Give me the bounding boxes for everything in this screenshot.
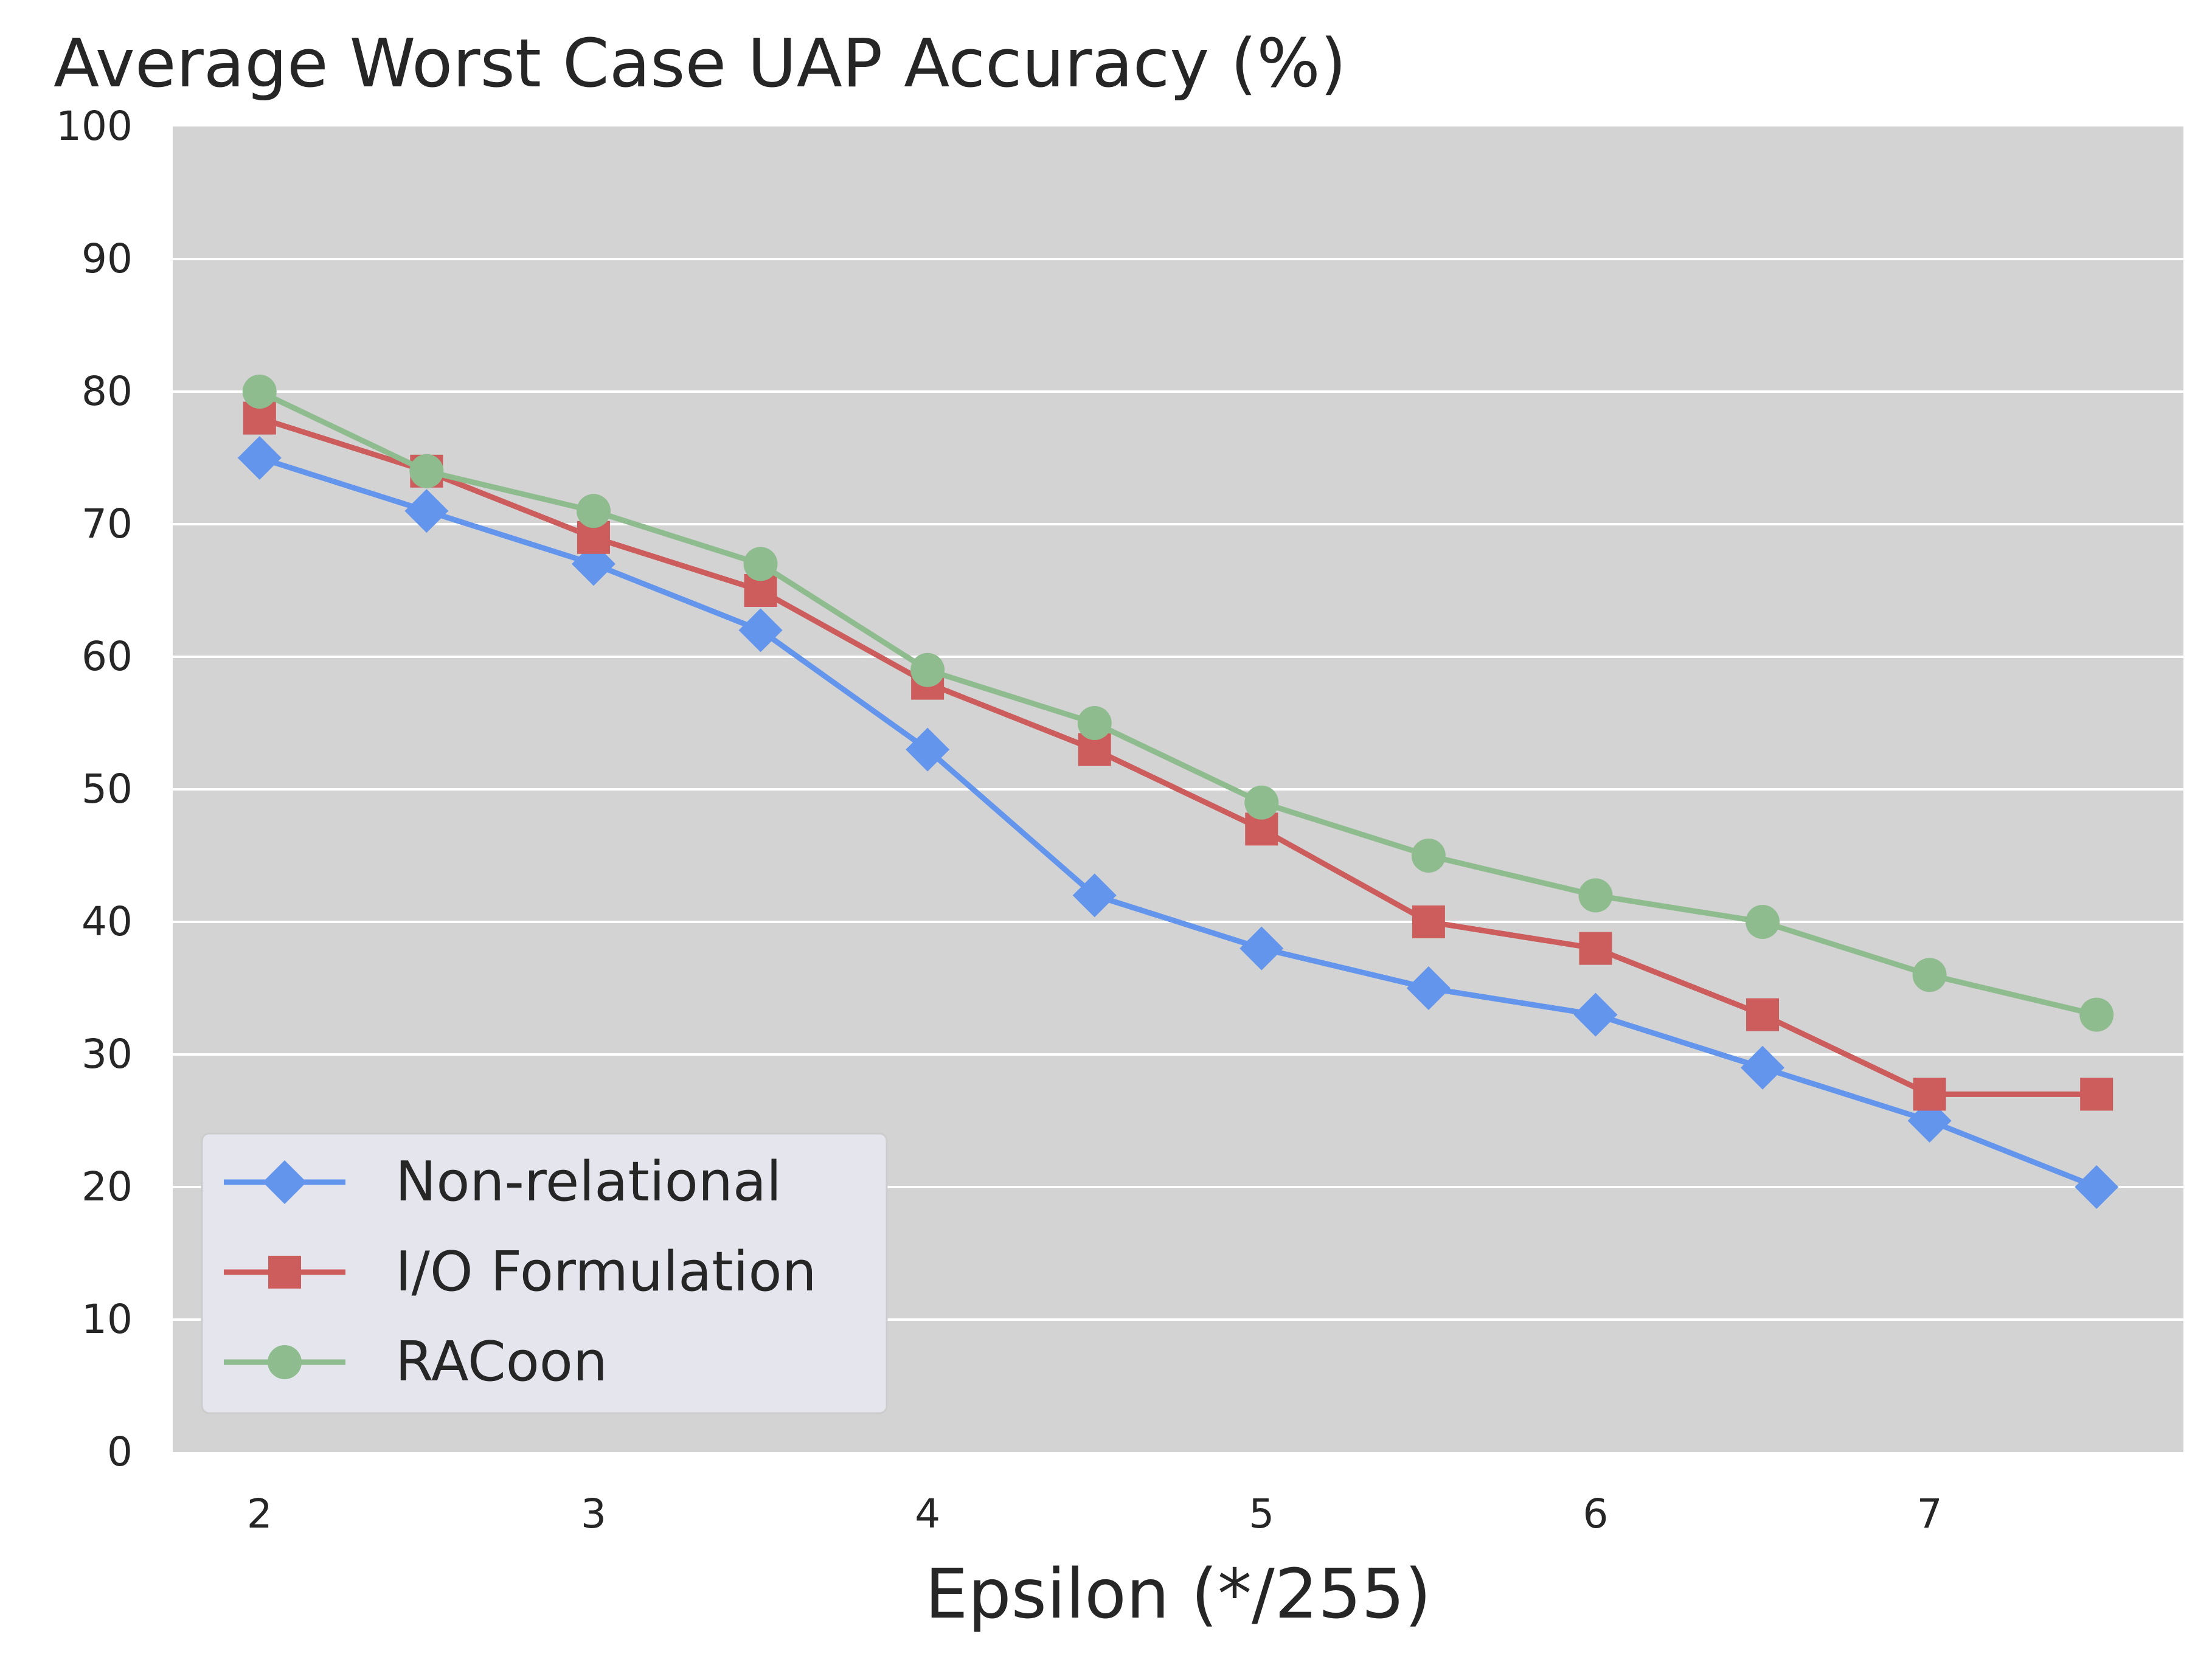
x-axis: 2 3 4 5 6 7 bbox=[247, 1490, 1943, 1537]
y-tick-label: 90 bbox=[81, 235, 133, 282]
legend-marker bbox=[268, 1256, 301, 1289]
data-point bbox=[738, 608, 783, 652]
data-point bbox=[242, 375, 277, 409]
y-tick-label: 50 bbox=[81, 766, 133, 812]
x-tick-label: 7 bbox=[1917, 1490, 1943, 1537]
data-point bbox=[1912, 958, 1947, 992]
data-point bbox=[1411, 839, 1446, 873]
data-point bbox=[906, 727, 950, 772]
data-point bbox=[1746, 905, 1780, 939]
chart-title: Average Worst Case UAP Accuracy (%) bbox=[54, 24, 1347, 102]
data-point bbox=[910, 652, 945, 687]
y-tick-label: 80 bbox=[81, 368, 133, 415]
legend-item: RACoon bbox=[224, 1330, 608, 1394]
data-point bbox=[1412, 905, 1445, 938]
legend-marker bbox=[268, 1345, 302, 1379]
legend-marker bbox=[263, 1160, 307, 1204]
data-point bbox=[1573, 992, 1618, 1037]
series-line bbox=[258, 455, 2098, 1190]
data-point bbox=[237, 436, 282, 480]
data-point bbox=[2075, 1165, 2119, 1209]
data-point bbox=[1913, 1078, 1946, 1111]
data-point bbox=[743, 547, 778, 581]
y-tick-label: 100 bbox=[56, 103, 133, 150]
x-axis-label: Epsilon (*/255) bbox=[925, 1555, 1431, 1634]
data-point bbox=[1072, 873, 1117, 918]
series-2 bbox=[242, 375, 2114, 1032]
x-tick-label: 3 bbox=[581, 1490, 606, 1537]
data-point bbox=[1406, 966, 1451, 1010]
data-point bbox=[1578, 878, 1613, 913]
data-point bbox=[1077, 706, 1112, 740]
data-point bbox=[2079, 997, 2114, 1032]
data-point bbox=[1579, 932, 1612, 965]
series-line bbox=[258, 389, 2098, 1017]
x-tick-label: 5 bbox=[1249, 1490, 1274, 1537]
data-point bbox=[1746, 998, 1780, 1031]
legend-label: Non-relational bbox=[395, 1150, 782, 1214]
y-tick-label: 30 bbox=[81, 1031, 133, 1078]
legend: Non-relational I/O Formulation RACoon bbox=[201, 1132, 888, 1414]
y-tick-label: 60 bbox=[81, 633, 133, 680]
y-tick-label: 40 bbox=[81, 898, 133, 945]
series bbox=[237, 375, 2119, 1209]
x-tick-label: 6 bbox=[1583, 1490, 1608, 1537]
legend-label: RACoon bbox=[395, 1330, 608, 1394]
x-tick-label: 2 bbox=[247, 1490, 272, 1537]
y-tick-label: 20 bbox=[81, 1163, 133, 1210]
data-point bbox=[576, 494, 611, 528]
y-axis: 0 10 20 30 40 50 60 70 80 90 100 bbox=[56, 103, 133, 1475]
legend-box bbox=[201, 1132, 888, 1414]
data-point bbox=[1244, 785, 1279, 820]
y-tick-label: 0 bbox=[107, 1428, 133, 1475]
data-point bbox=[1741, 1045, 1785, 1090]
legend-label: I/O Formulation bbox=[395, 1240, 817, 1304]
y-tick-label: 70 bbox=[81, 500, 133, 547]
series-line bbox=[258, 415, 2097, 1097]
data-point bbox=[409, 454, 444, 488]
x-tick-label: 4 bbox=[915, 1490, 940, 1537]
data-point bbox=[404, 489, 449, 533]
legend-item: Non-relational bbox=[224, 1150, 782, 1214]
y-tick-label: 10 bbox=[81, 1296, 133, 1343]
legend-item: I/O Formulation bbox=[224, 1240, 817, 1304]
data-point bbox=[2080, 1078, 2113, 1111]
data-point bbox=[1239, 926, 1284, 971]
